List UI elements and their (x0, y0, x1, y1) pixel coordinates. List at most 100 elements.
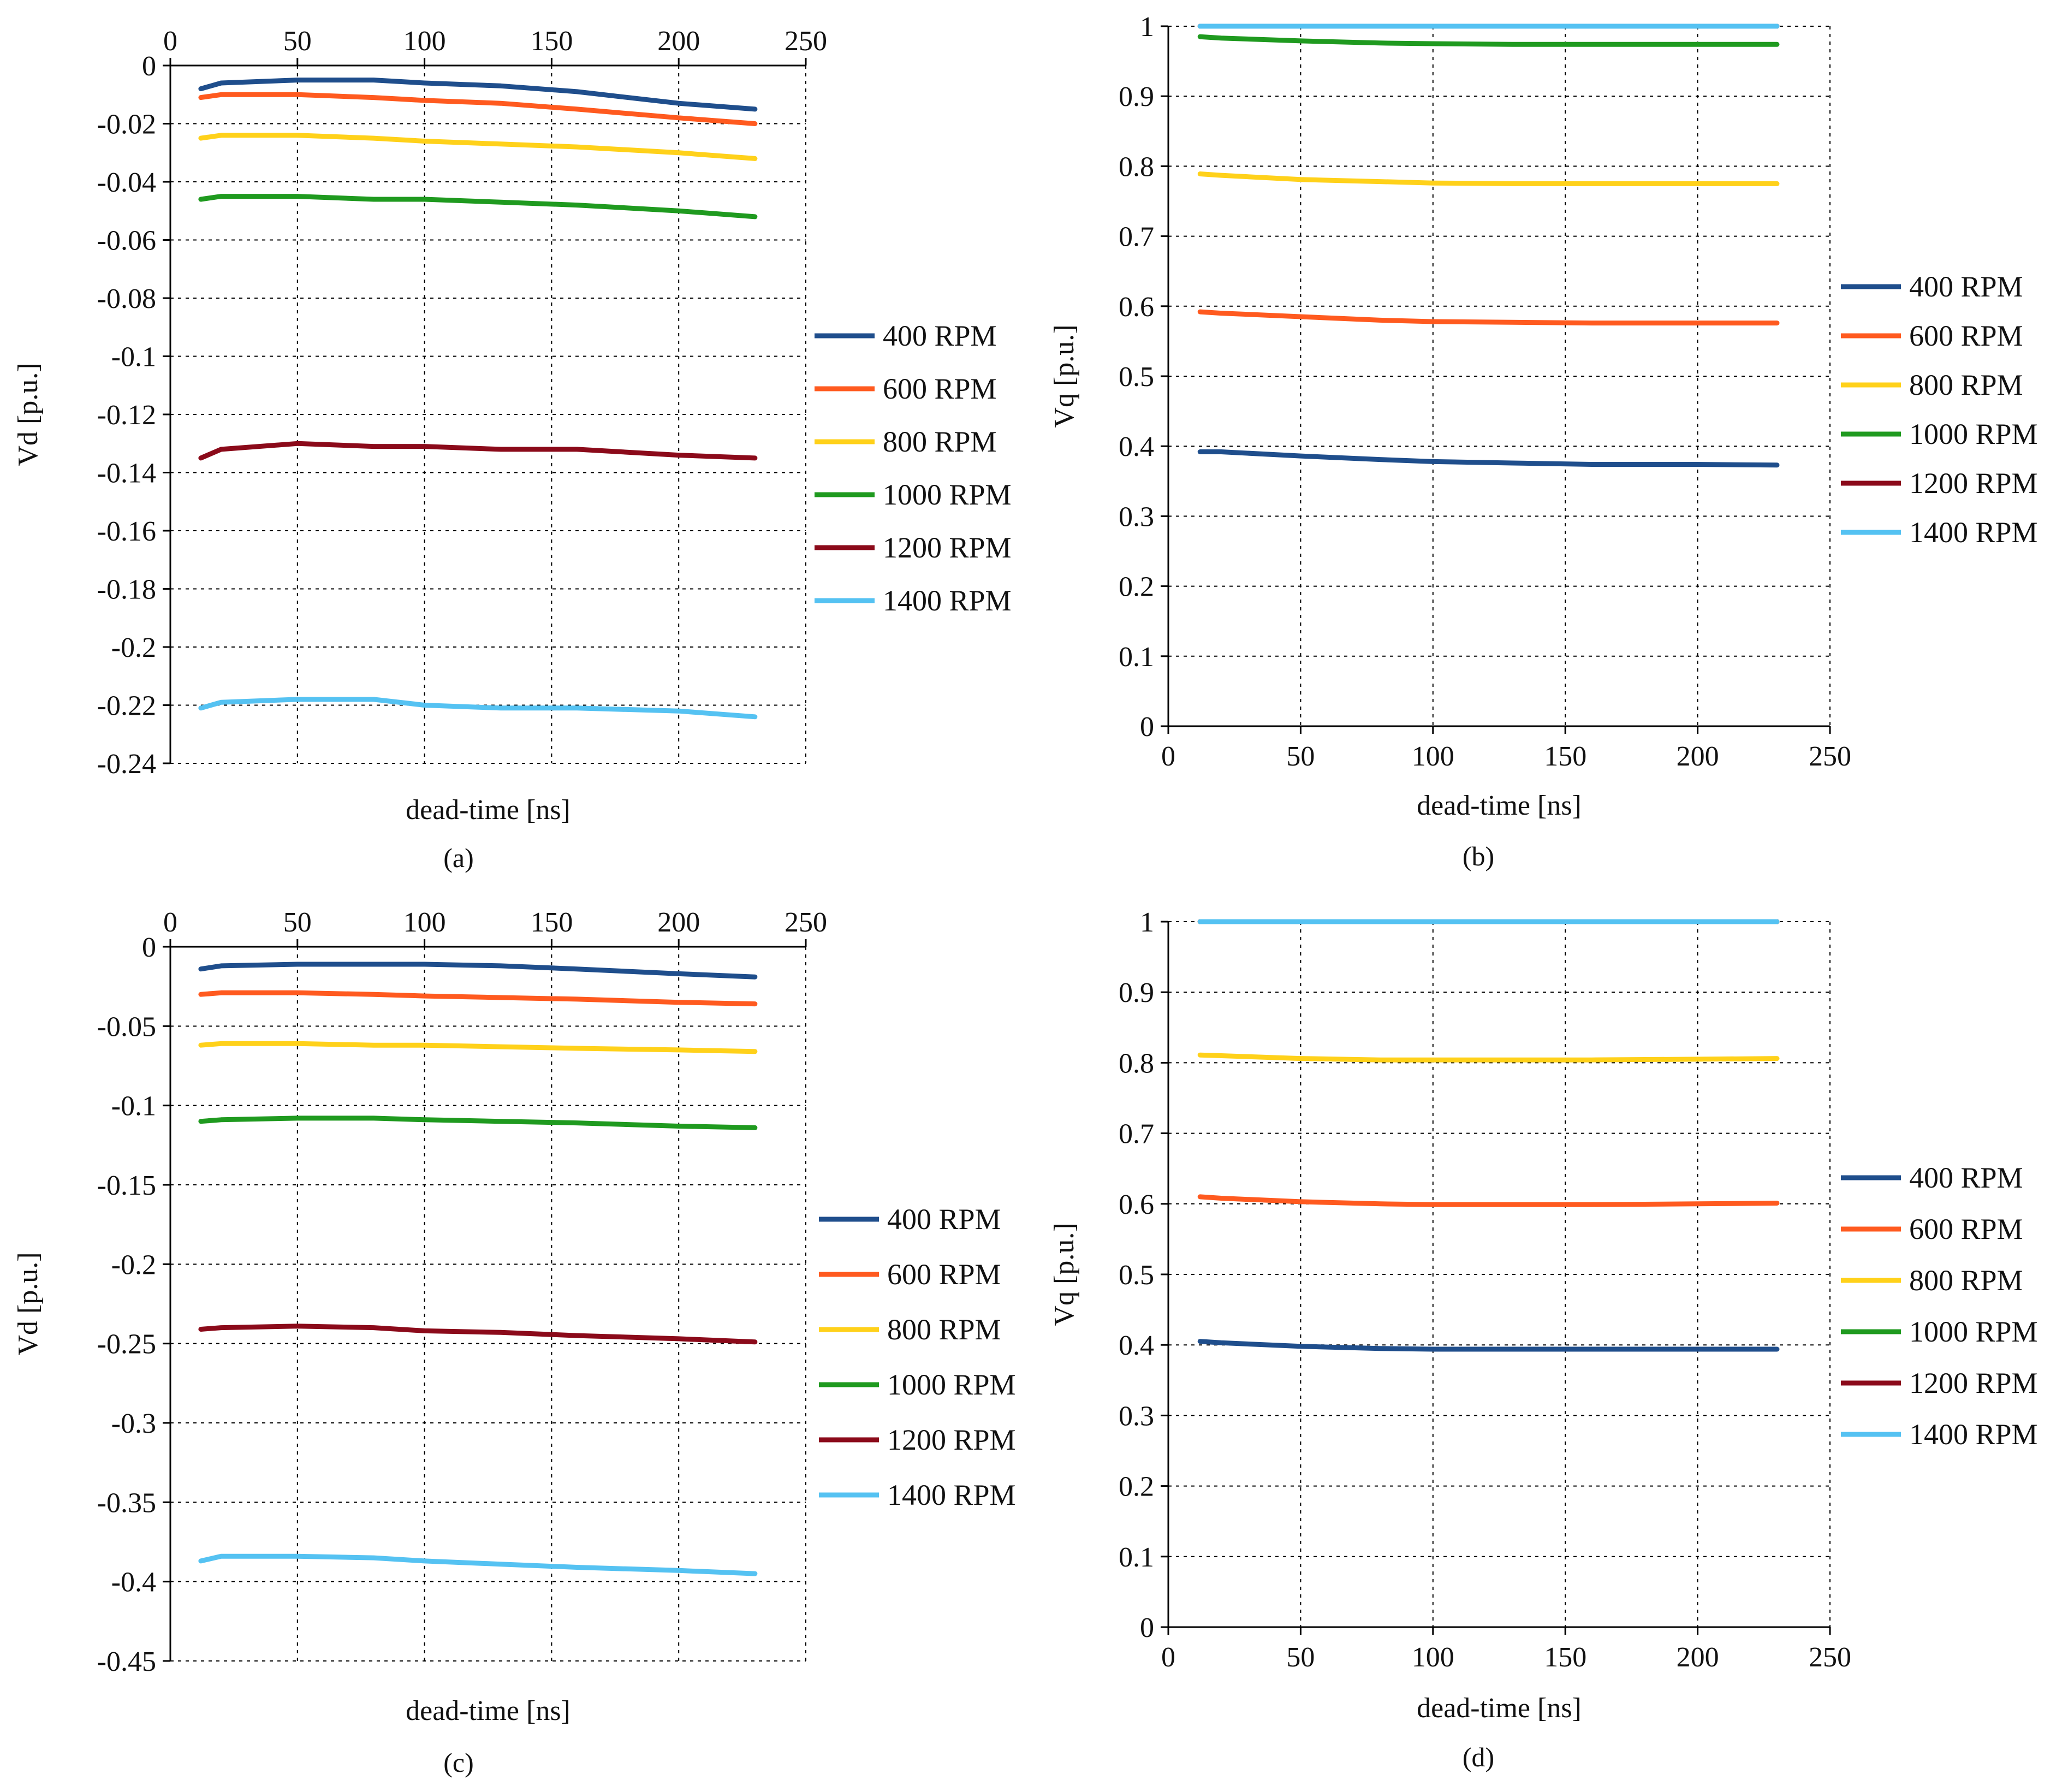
y-tick-label: 0.9 (1119, 81, 1154, 112)
y-tick-label: 0.1 (1119, 642, 1154, 673)
gridlines (1168, 921, 1831, 1628)
y-tick-label: -0.1 (111, 342, 156, 373)
x-tick-label: 250 (785, 907, 827, 938)
x-tick-label: 250 (1809, 741, 1851, 772)
series-line-1000-rpm (1197, 34, 1780, 47)
legend-label: 400 RPM (887, 1203, 1001, 1236)
y-tick-label: -0.18 (97, 574, 156, 606)
y-tick-label: 0.8 (1119, 151, 1154, 182)
legend-label: 800 RPM (887, 1313, 1001, 1346)
y-tick-label: 0 (142, 932, 156, 963)
panel-caption: (c) (443, 1747, 474, 1778)
series-lines (1197, 919, 1780, 1352)
x-tick-label: 150 (530, 26, 573, 57)
y-tick-label: -0.3 (111, 1408, 156, 1439)
y-tick-label: 0.2 (1119, 572, 1154, 603)
panel-d: 0 50 100 150 200 250 0 0.1 0.2 0.3 0.4 0.5 0.6 0.7 0.8… (1049, 907, 2038, 1772)
x-tick-label: 100 (1412, 741, 1454, 772)
y-axis-label: Vd [p.u.] (13, 363, 44, 466)
series-line-600-rpm (1197, 1194, 1780, 1207)
x-tick-label: 200 (1677, 741, 1719, 772)
legend-label: 400 RPM (883, 319, 997, 352)
legend-label: 1000 RPM (1909, 418, 2038, 450)
y-tick-label: -0.1 (111, 1091, 156, 1122)
x-tick-label: 200 (1677, 1642, 1719, 1673)
y-tick-label: -0.4 (111, 1567, 156, 1598)
y-tick-label: -0.04 (97, 167, 156, 198)
panel-caption: (a) (443, 842, 474, 873)
y-tick-label: 0.6 (1119, 1189, 1154, 1220)
legend-label: 800 RPM (1909, 369, 2023, 401)
series-line-800-rpm (1197, 171, 1780, 186)
x-tick-label: 50 (1286, 1642, 1315, 1673)
y-tick-label: -0.35 (97, 1487, 156, 1518)
series-line-600-rpm (1197, 309, 1780, 326)
x-tick-label: 0 (1161, 1642, 1175, 1673)
series-line-1000-rpm (198, 1115, 758, 1130)
y-tick-label: 1 (1140, 907, 1154, 938)
y-tick-label: 0.4 (1119, 431, 1154, 462)
y-tick-label: -0.45 (97, 1646, 156, 1677)
x-tick-label: 50 (283, 26, 312, 57)
legend-label: 1000 RPM (887, 1368, 1016, 1401)
legend-label: 600 RPM (1909, 319, 2023, 352)
x-tick-label: 100 (403, 26, 446, 57)
legend-label: 1400 RPM (883, 584, 1012, 617)
y-tick-label: 0 (142, 51, 156, 82)
y-tick-label: 0.5 (1119, 361, 1154, 393)
legend: 400 RPM 600 RPM 800 RPM 1000 RPM 1200 RPM 140… (1841, 270, 2038, 549)
y-tick-label: 0 (1140, 1612, 1154, 1643)
x-tick-label: 0 (163, 907, 177, 938)
y-tick-label: -0.14 (97, 458, 156, 489)
legend: 400 RPM 600 RPM 800 RPM 1000 RPM 1200 RPM 140… (815, 319, 1012, 617)
legend-label: 800 RPM (1909, 1264, 2023, 1297)
y-tick-label: 0.7 (1119, 222, 1154, 253)
panel-caption: (d) (1463, 1742, 1494, 1772)
series-line-400-rpm (198, 78, 758, 112)
legend-label: 1200 RPM (1909, 1367, 2038, 1399)
y-tick-label: -0.16 (97, 516, 156, 547)
legend-label: 400 RPM (1909, 270, 2023, 303)
legend-label: 600 RPM (883, 372, 997, 405)
y-tick-label: 0.8 (1119, 1048, 1154, 1079)
x-tick-label: 150 (1544, 1642, 1586, 1673)
y-tick-label: 0.1 (1119, 1542, 1154, 1573)
y-tick-label: 0.2 (1119, 1471, 1154, 1503)
series-line-400-rpm (1197, 449, 1780, 468)
y-tick-label: -0.22 (97, 691, 156, 722)
panel-a: 0 50 100 150 200 250 0 -0.02 -0.04 -0.06 -0.08 -0.1… (13, 26, 1012, 873)
x-axis-label: dead-time [ns] (1417, 790, 1582, 821)
series-line-800-rpm (198, 133, 758, 161)
x-tick-label: 0 (163, 26, 177, 57)
x-tick-label: 100 (1412, 1642, 1454, 1673)
y-axis-label: Vd [p.u.] (13, 1252, 44, 1355)
panel-caption: (b) (1463, 841, 1494, 871)
series-line-1000-rpm (198, 194, 758, 219)
series-lines (198, 962, 758, 1576)
y-tick-label: 1 (1140, 11, 1154, 43)
gridlines (1168, 26, 1831, 727)
y-tick-label: 0.9 (1119, 977, 1154, 1008)
y-tick-label: -0.24 (97, 749, 156, 780)
legend-label: 600 RPM (1909, 1213, 2023, 1245)
legend-label: 1200 RPM (1909, 467, 2038, 500)
legend-label: 1000 RPM (1909, 1315, 2038, 1348)
x-tick-label: 150 (530, 907, 573, 938)
y-tick-label: -0.25 (97, 1329, 156, 1360)
y-tick-label: 0.6 (1119, 292, 1154, 323)
x-tick-label: 50 (1286, 741, 1315, 772)
panel-c: 0 50 100 150 200 250 0 -0.05 -0.1 -0.15 -0.2 -0.25 -… (13, 907, 1016, 1778)
x-tick-label: 100 (403, 907, 446, 938)
series-line-400-rpm (1197, 1339, 1780, 1352)
y-tick-label: -0.2 (111, 1249, 156, 1280)
x-tick-label: 200 (657, 907, 700, 938)
legend-label: 1400 RPM (1909, 1418, 2038, 1451)
legend-label: 800 RPM (883, 425, 997, 458)
legend-label: 400 RPM (1909, 1161, 2023, 1194)
legend: 400 RPM 600 RPM 800 RPM 1000 RPM 1200 RPM 140… (819, 1203, 1016, 1511)
series-lines (198, 78, 758, 720)
legend: 400 RPM 600 RPM 800 RPM 1000 RPM 1200 RPM 140… (1841, 1161, 2038, 1451)
y-tick-label: -0.15 (97, 1170, 156, 1201)
panel-b: 0 50 100 150 200 250 0 0.1 0.2 0.3 0.4 0.5 0.6 0.7 0.8… (1049, 11, 2038, 871)
